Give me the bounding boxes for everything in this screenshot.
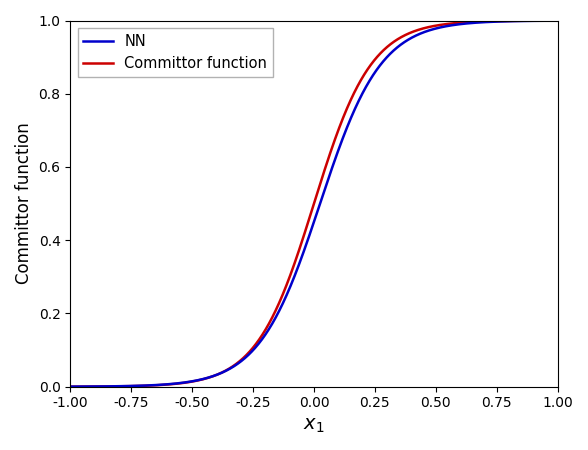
Line: Committor function: Committor function [71, 21, 557, 387]
Committor function [275, 302, 282, 307]
Line: NN: NN [71, 21, 557, 387]
Committor function [67, 384, 74, 389]
NN [67, 384, 74, 389]
Committor function [253, 340, 260, 345]
Committor function [151, 382, 158, 388]
NN [492, 19, 499, 24]
NN [122, 383, 129, 389]
Committor function [554, 18, 561, 23]
Committor function [122, 383, 129, 389]
NN [275, 310, 282, 315]
NN [151, 382, 158, 388]
Committor function [544, 18, 552, 23]
X-axis label: $x_1$: $x_1$ [303, 416, 325, 435]
Y-axis label: Committor function: Committor function [15, 123, 33, 284]
NN [554, 18, 561, 23]
NN [253, 343, 260, 348]
NN [544, 18, 552, 23]
Legend: NN, Committor function: NN, Committor function [78, 28, 273, 77]
Committor function [492, 18, 499, 24]
